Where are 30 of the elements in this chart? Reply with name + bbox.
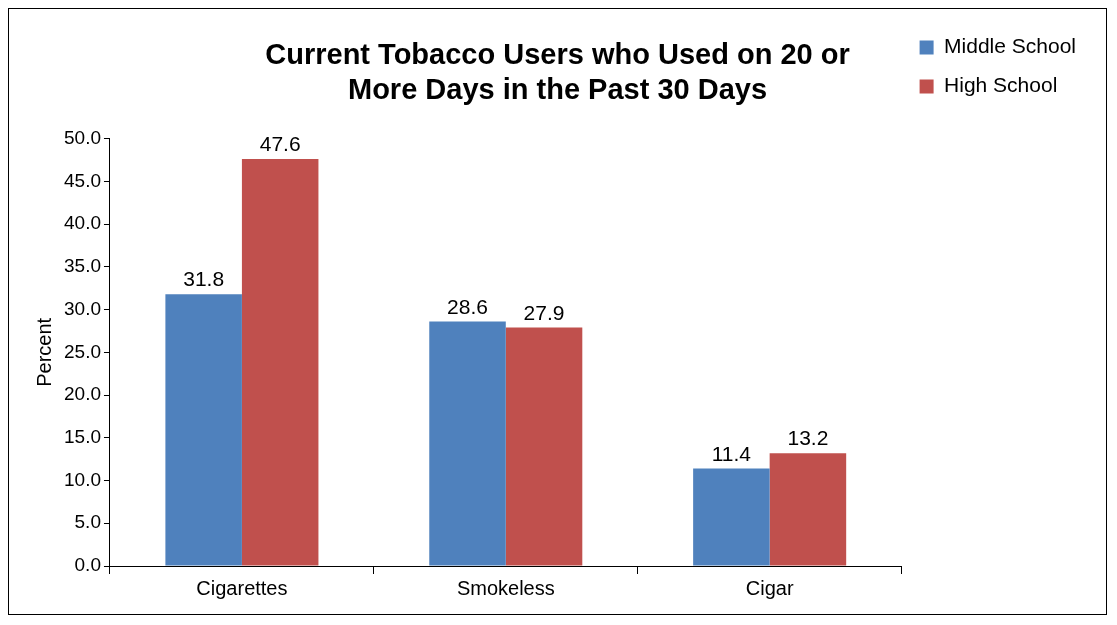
- x-tick-label: Cigar: [745, 576, 794, 599]
- x-tick-label: Cigarettes: [196, 576, 288, 599]
- y-tick-label: 0.0: [74, 554, 101, 576]
- y-tick-label: 45.0: [64, 169, 101, 191]
- bar: [769, 453, 847, 566]
- data-label: 28.6: [447, 294, 488, 318]
- data-label: 47.6: [259, 132, 301, 156]
- legend-label: Middle School: [944, 34, 1076, 58]
- chart-title: Current Tobacco Users who Used on 20 or More Days in the Past 30 Days: [265, 38, 850, 106]
- data-label: 27.9: [523, 300, 565, 324]
- y-tick-label: 10.0: [64, 468, 101, 490]
- data-label: 13.2: [787, 426, 829, 450]
- y-tick-label: 40.0: [64, 212, 101, 234]
- data-label: 11.4: [711, 441, 752, 465]
- bar: [693, 468, 770, 566]
- legend-label: High School: [944, 73, 1058, 97]
- bar: [165, 294, 242, 566]
- y-tick-label: 20.0: [64, 383, 101, 405]
- y-tick-label: 50.0: [64, 126, 101, 148]
- bar: [505, 327, 583, 566]
- y-axis-title: Percent: [32, 317, 55, 387]
- y-tick-label: 35.0: [64, 255, 101, 277]
- x-tick-label: Smokeless: [456, 576, 555, 599]
- data-label: 31.8: [183, 267, 225, 291]
- y-tick-label: 25.0: [64, 340, 101, 362]
- y-tick-label: 5.0: [74, 511, 101, 533]
- y-tick-label: 15.0: [64, 426, 101, 448]
- bar: [241, 159, 319, 566]
- bar: [429, 321, 506, 566]
- y-tick-label: 30.0: [64, 297, 101, 319]
